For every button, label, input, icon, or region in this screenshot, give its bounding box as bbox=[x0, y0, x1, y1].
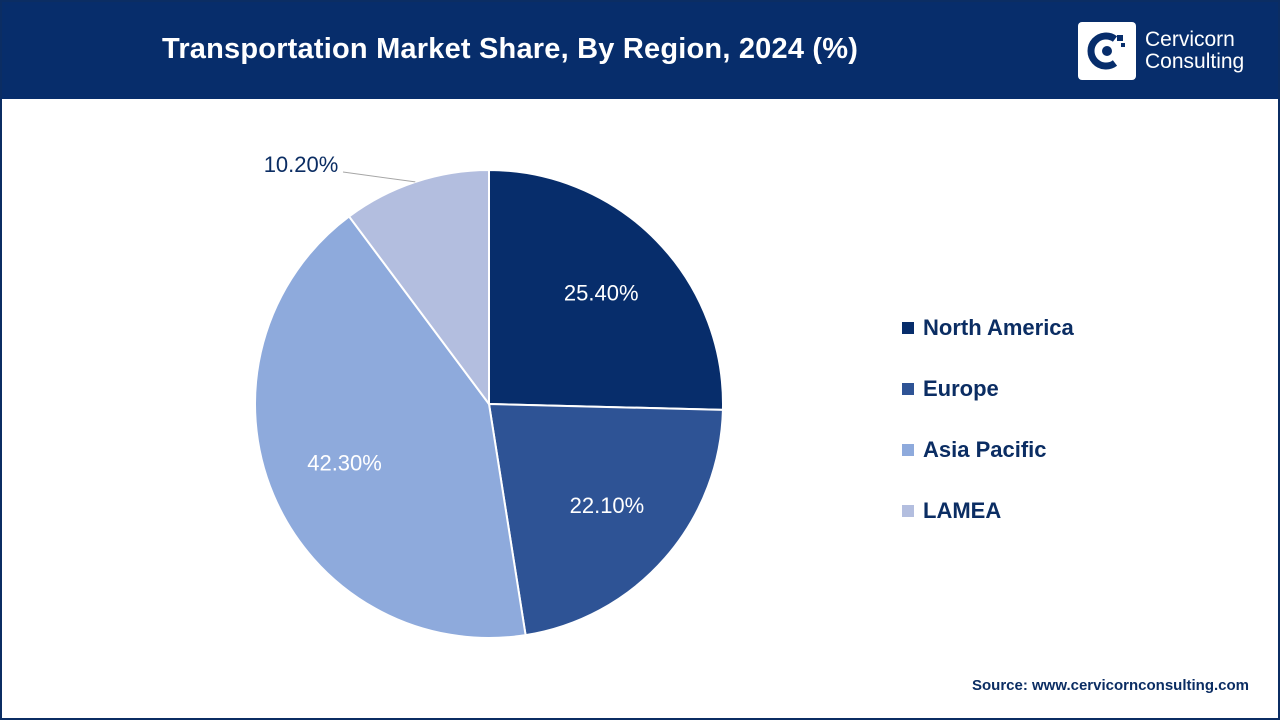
data-label-asia-pacific: 42.30% bbox=[307, 451, 382, 476]
company-logo: Cervicorn Consulting bbox=[1078, 22, 1244, 80]
source-note: Source: www.cervicornconsulting.com bbox=[971, 677, 1249, 694]
pie-slice-north-america bbox=[488, 168, 724, 411]
legend-swatch-lamea bbox=[902, 504, 914, 517]
legend-item-lamea: LAMEA bbox=[902, 480, 1074, 541]
pie-slice-asia-pacific bbox=[254, 215, 527, 639]
cervicorn-logo-icon bbox=[1078, 22, 1136, 80]
logo-text-line2: Consulting bbox=[1145, 50, 1245, 73]
pie-slice-europe bbox=[487, 402, 724, 637]
logo-text-line1: Cervicorn bbox=[1145, 28, 1235, 51]
legend-swatch-north-america bbox=[902, 321, 914, 334]
leader-line-lamea bbox=[342, 171, 416, 183]
legend-label-asia-pacific: Asia Pacific bbox=[923, 436, 1047, 462]
header-bar: Transportation Market Share, By Region, … bbox=[2, 2, 1278, 99]
data-label-europe: 22.10% bbox=[570, 493, 645, 518]
legend-swatch-europe bbox=[902, 382, 914, 395]
legend-swatch-asia-pacific bbox=[902, 443, 914, 456]
data-label-lamea: 10.20% bbox=[264, 152, 339, 177]
legend-label-lamea: LAMEA bbox=[923, 497, 1002, 523]
chart-legend: North America Europe Asia Pacific LAMEA bbox=[902, 297, 1074, 541]
chart-title: Transportation Market Share, By Region, … bbox=[162, 33, 859, 65]
legend-item-europe: Europe bbox=[902, 358, 1074, 419]
data-label-north-america: 25.40% bbox=[564, 280, 639, 305]
legend-item-asia-pacific: Asia Pacific bbox=[902, 419, 1074, 480]
legend-label-north-america: North America bbox=[923, 314, 1074, 340]
legend-label-europe: Europe bbox=[923, 375, 999, 401]
legend-item-north-america: North America bbox=[902, 297, 1074, 358]
